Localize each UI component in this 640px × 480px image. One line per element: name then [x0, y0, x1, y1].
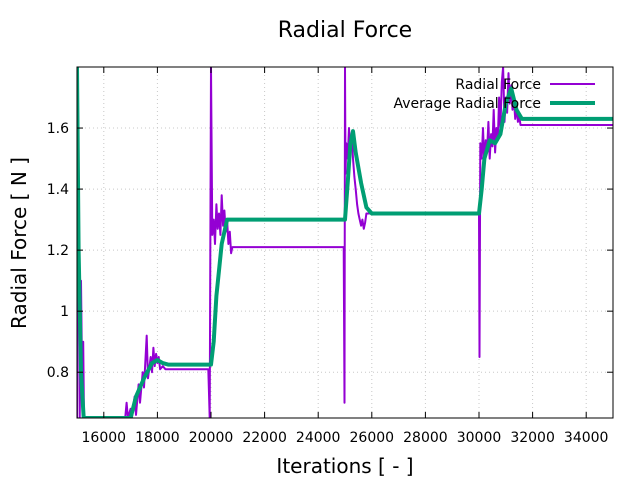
- x-tick-label: 16000: [82, 430, 127, 446]
- x-tick-label: 22000: [242, 430, 287, 446]
- y-tick-label: 1.2: [47, 243, 69, 259]
- x-axis-title: Iterations [ - ]: [276, 454, 413, 478]
- ticks: [77, 67, 613, 418]
- y-tick-label: 0.8: [47, 365, 69, 381]
- series-line-average-radial-force: [77, 67, 613, 418]
- legend-label: Average Radial Force: [393, 96, 541, 112]
- y-tick-label: 1.4: [47, 182, 69, 198]
- series-layer: [77, 67, 613, 418]
- x-tick-label: 32000: [510, 430, 555, 446]
- chart-title: Radial Force: [278, 18, 412, 43]
- legend: Radial Force Average Radial Force: [393, 77, 595, 112]
- y-tick-label: 1: [60, 304, 69, 320]
- x-tick-label: 24000: [296, 430, 341, 446]
- x-tick-label: 20000: [189, 430, 234, 446]
- x-tick-label: 30000: [457, 430, 502, 446]
- x-tick-label: 34000: [564, 430, 609, 446]
- legend-label: Radial Force: [455, 77, 541, 93]
- tick-labels: 16000 18000 20000 22000 24000 26000 28000 30000…: [47, 121, 609, 446]
- y-tick-label: 1.6: [47, 121, 69, 137]
- x-tick-label: 28000: [403, 430, 448, 446]
- plot-frame: [76, 66, 614, 419]
- x-tick-label: 26000: [350, 430, 395, 446]
- y-axis-title: Radial Force [ N ]: [7, 157, 31, 329]
- x-tick-label: 18000: [135, 430, 180, 446]
